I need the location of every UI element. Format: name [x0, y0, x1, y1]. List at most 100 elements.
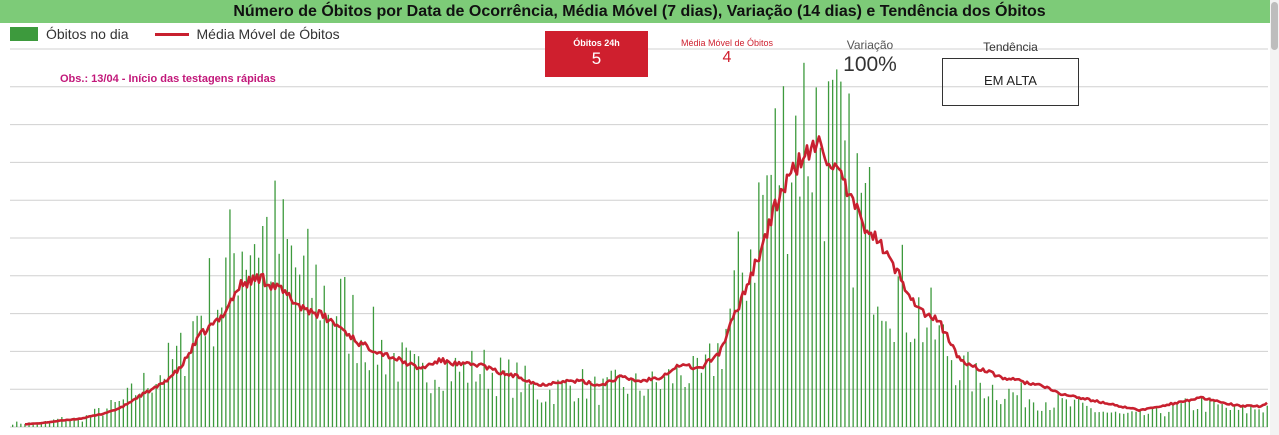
bar: [1233, 404, 1236, 427]
bar: [549, 389, 551, 427]
bar: [1262, 412, 1264, 427]
bar: [1225, 407, 1227, 427]
bar: [889, 328, 891, 427]
bar: [397, 381, 399, 427]
bar: [344, 277, 346, 427]
bar: [1172, 402, 1174, 427]
bar: [1078, 399, 1080, 427]
bar: [487, 388, 489, 427]
bar: [979, 382, 981, 427]
bar: [799, 196, 801, 427]
bar: [1053, 407, 1055, 427]
bar: [253, 244, 256, 427]
bar: [836, 69, 838, 428]
bar: [1114, 411, 1117, 427]
bar: [733, 270, 735, 427]
bar: [791, 182, 793, 427]
bar: [1135, 411, 1137, 427]
bar: [827, 81, 830, 428]
bar: [360, 339, 362, 427]
bar: [1004, 398, 1006, 427]
bar: [180, 332, 182, 427]
bar: [225, 257, 227, 427]
bar: [893, 342, 895, 427]
bar: [467, 382, 469, 427]
bar: [102, 415, 104, 427]
bar: [1061, 398, 1063, 427]
bar: [524, 365, 526, 427]
bar: [750, 249, 752, 427]
bar: [385, 374, 387, 427]
bar: [40, 422, 42, 427]
bar: [221, 307, 223, 427]
bar: [942, 324, 944, 427]
bar: [356, 363, 358, 427]
scrollbar-thumb[interactable]: [1271, 2, 1278, 50]
bar: [643, 395, 645, 427]
kpi-obitos-24h: Óbitos 24h 5: [545, 31, 648, 77]
bar: [565, 379, 567, 427]
bar: [376, 364, 379, 427]
bar: [1037, 410, 1039, 427]
bar: [696, 357, 698, 427]
bar: [171, 359, 174, 427]
bar: [1176, 404, 1178, 427]
bar: [520, 392, 522, 427]
bar: [479, 374, 481, 427]
bar: [299, 274, 301, 427]
legend-line-swatch: [154, 32, 189, 36]
bar: [364, 362, 366, 427]
bar: [282, 199, 284, 427]
bar: [807, 176, 809, 427]
bar: [94, 408, 96, 427]
bar: [823, 241, 826, 427]
scrollbar[interactable]: [1270, 0, 1279, 435]
bar: [659, 389, 662, 427]
bar: [508, 359, 510, 427]
bar: [692, 356, 694, 427]
bar: [741, 272, 744, 427]
bar: [438, 386, 440, 427]
bar: [1155, 406, 1158, 427]
bar: [126, 387, 129, 427]
bar: [930, 287, 932, 427]
bar: [335, 316, 338, 427]
bar: [598, 404, 600, 427]
bar: [1242, 405, 1244, 427]
bar: [946, 356, 949, 427]
bar: [217, 309, 219, 427]
bar: [901, 244, 903, 427]
bar: [499, 357, 502, 427]
bar: [69, 419, 71, 427]
bar: [20, 423, 22, 427]
bar: [762, 194, 764, 427]
bar: [627, 393, 629, 427]
bar: [795, 115, 797, 427]
bar: [819, 147, 821, 428]
bar: [434, 379, 436, 427]
bar: [1032, 402, 1035, 427]
bar: [229, 209, 231, 427]
bar: [1024, 407, 1026, 427]
bar: [672, 383, 674, 427]
bar: [651, 371, 653, 427]
bar: [463, 362, 465, 427]
bar: [545, 401, 547, 427]
bar: [147, 388, 149, 427]
bar: [991, 384, 994, 427]
bar: [848, 93, 850, 427]
bar: [971, 391, 973, 427]
bar: [483, 349, 485, 427]
bar: [803, 62, 805, 428]
bar: [1106, 412, 1108, 427]
bar: [778, 185, 780, 427]
bar: [73, 417, 75, 427]
bar: [89, 415, 92, 427]
bar: [352, 294, 354, 427]
bar: [532, 383, 534, 427]
bar: [856, 153, 858, 427]
bar: [1188, 400, 1190, 427]
bar: [417, 356, 420, 427]
bar: [852, 287, 854, 427]
